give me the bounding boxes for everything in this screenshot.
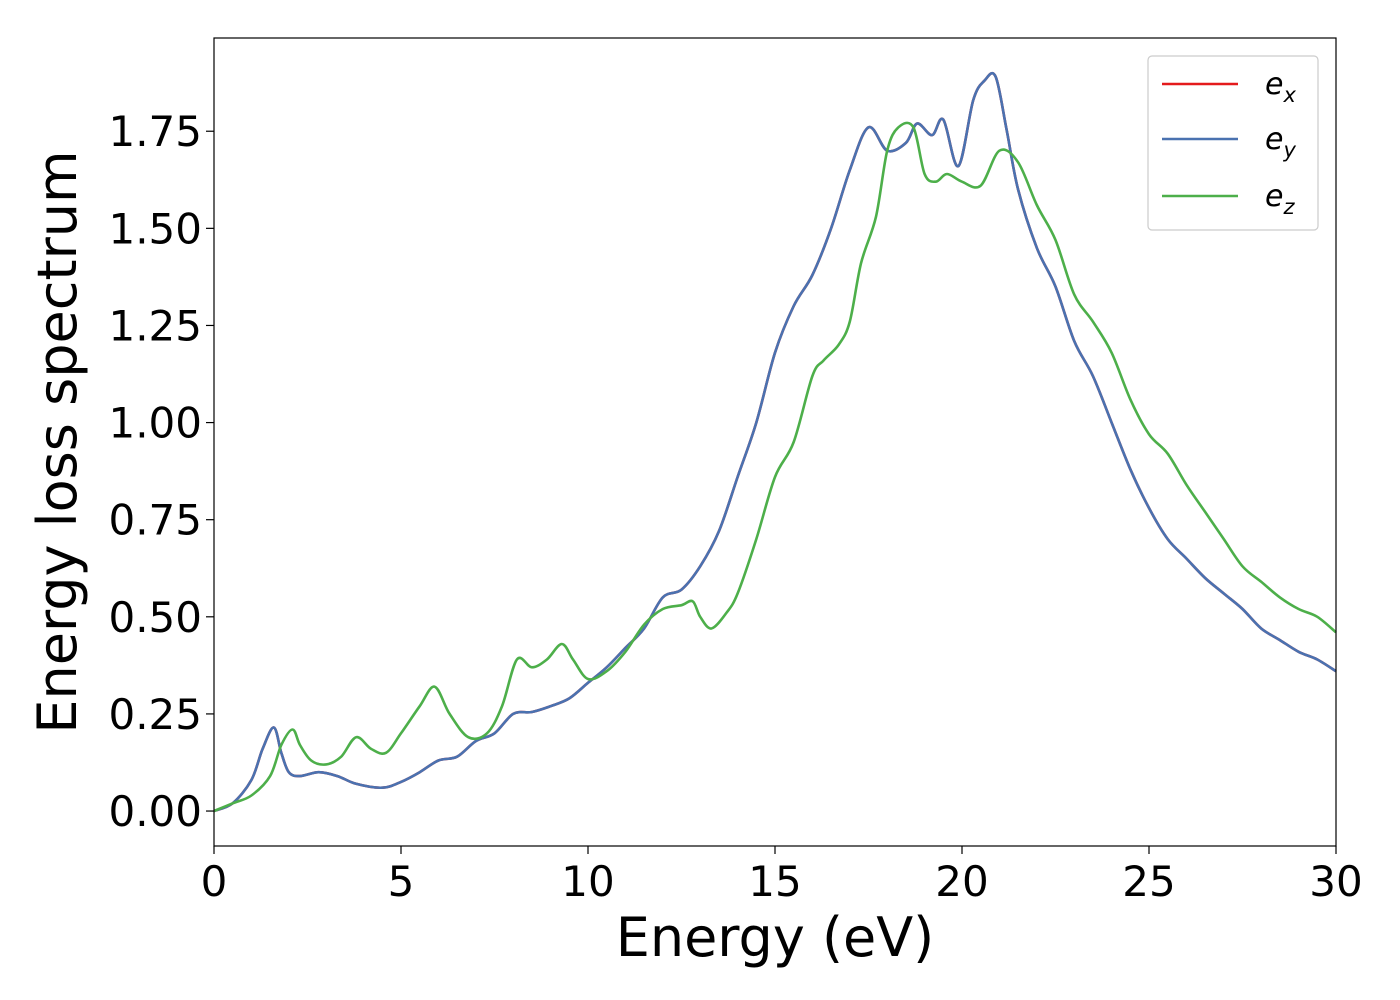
legend-label-base: e: [1265, 67, 1283, 102]
legend-label-z: ez: [1265, 179, 1295, 219]
y-tick-label: 0.75: [108, 496, 202, 545]
x-tick-label: 30: [1309, 857, 1362, 906]
x-tick-label: 20: [935, 857, 988, 906]
y-tick-label: 0.50: [108, 593, 202, 642]
legend-label-y: ey: [1265, 122, 1296, 162]
y-tick-label: 0.25: [108, 690, 202, 739]
series-line-y: [213, 72, 1337, 813]
y-axis-title: Energy loss spectrum: [26, 150, 89, 733]
x-axis: 0 5 10 15 20 25 30: [201, 846, 1363, 906]
y-tick-label: 1.50: [108, 204, 202, 253]
legend-label-x: ex: [1265, 67, 1296, 107]
series-line-z: [213, 121, 1337, 813]
legend-label-base: e: [1265, 122, 1283, 157]
x-tick-label: 15: [748, 857, 801, 906]
legend-label-base: e: [1265, 179, 1283, 214]
x-tick-label: 0: [201, 857, 228, 906]
legend-frame: [1147, 55, 1319, 231]
legend-label-subscript: x: [1282, 83, 1296, 107]
y-axis: 0.00 0.25 0.50 0.75 1.00 1.25 1.50 1.75: [108, 107, 214, 836]
y-tick-label: 1.25: [108, 301, 202, 350]
y-tick-label: 1.00: [108, 399, 202, 448]
x-tick-label: 25: [1122, 857, 1175, 906]
y-tick-label: 0.00: [108, 787, 202, 836]
x-tick-label: 5: [388, 857, 415, 906]
series-layer: [213, 72, 1337, 813]
x-tick-label: 10: [561, 857, 614, 906]
legend-label-subscript: z: [1282, 195, 1295, 219]
legend-label-subscript: y: [1282, 138, 1296, 162]
y-tick-label: 1.75: [108, 107, 202, 156]
x-axis-title: Energy (eV): [616, 906, 935, 969]
